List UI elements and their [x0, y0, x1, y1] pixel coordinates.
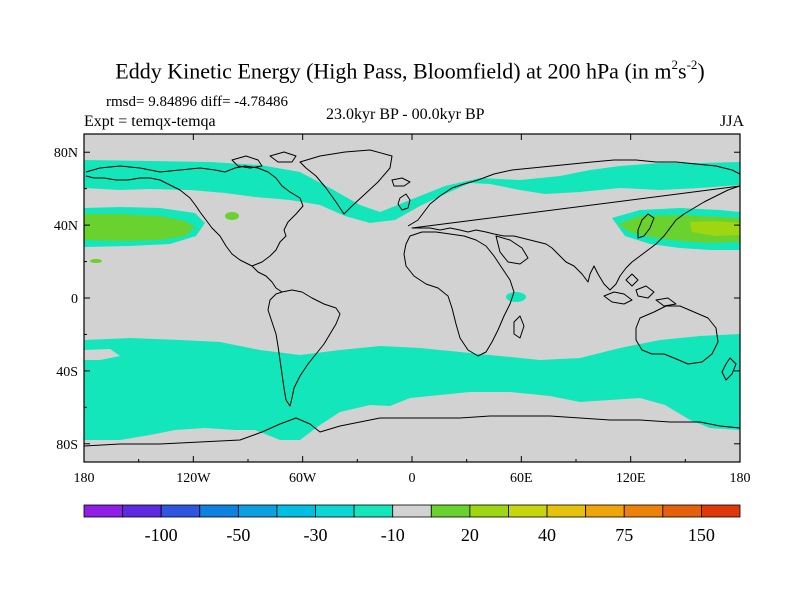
y-tick-label: 80N [54, 146, 78, 161]
colorbar-box [160, 504, 201, 518]
title-text: Eddy Kinetic Energy (High Pass, Bloomfie… [115, 58, 672, 84]
coastline-arctic-islands [231, 151, 297, 169]
coastline-japan [637, 213, 655, 239]
coastline-south-america [267, 289, 341, 407]
coastline-central-america [251, 265, 283, 293]
coastline-australia [635, 305, 719, 365]
map-field [84, 134, 740, 462]
colorbar-box [662, 504, 702, 518]
coastline-north-america [85, 165, 304, 267]
x-axis: 180 120W 60W 0 60E 120E 180 [74, 134, 751, 486]
x-tick-label: 180 [730, 471, 751, 486]
contour-spot-africa [506, 292, 526, 302]
colorbar-label: 75 [615, 525, 633, 545]
contour-north-band [84, 160, 740, 223]
colorbar-label: 150 [688, 525, 715, 545]
x-tick-label: 60W [289, 471, 317, 486]
figure-title: Eddy Kinetic Energy (High Pass, Bloomfie… [0, 57, 800, 84]
y-tick-label: 0 [71, 292, 78, 307]
colorbar-box [199, 504, 239, 518]
contour-south-gap-3 [84, 349, 120, 360]
contour-south-band [84, 334, 740, 440]
stats-label: rmsd= 9.84896 diff= -4.78486 [106, 94, 289, 110]
colorbar-box [237, 504, 278, 518]
colorbar-label: -10 [381, 525, 405, 545]
colorbar-box [585, 504, 625, 518]
coastline-eurasia [407, 159, 740, 291]
colorbar-label: 40 [538, 525, 556, 545]
x-tick-label: 0 [409, 471, 416, 486]
period-label: 23.0kyr BP - 00.0kyr BP [326, 106, 485, 123]
colorbar-box [701, 504, 741, 518]
colorbar-label: -100 [145, 525, 178, 545]
season-label: JJA [719, 113, 744, 130]
colorbar-box [508, 504, 548, 518]
contour-spot-pacific [90, 259, 102, 263]
contour-jet-east-yellow [690, 221, 740, 236]
coastline-greenland [299, 149, 393, 215]
colorbar-label: -30 [304, 525, 328, 545]
colorbar-box [392, 504, 432, 518]
y-axis: 80N 40N 0 40S 80S [54, 146, 740, 453]
contour-spot-atlantic [225, 212, 239, 220]
title-sup-2: -2 [686, 57, 698, 72]
coastline-new-zealand [721, 357, 737, 381]
colorbar-label: -50 [226, 525, 250, 545]
colorbar-box [623, 504, 664, 518]
coastline-britain [397, 193, 411, 211]
contour-jet-west-green [84, 214, 195, 241]
x-tick-label: 60E [510, 471, 533, 486]
x-tick-label: 180 [74, 471, 95, 486]
x-tick-label: 120W [176, 471, 211, 486]
coastline-madagascar [513, 315, 525, 339]
colorbar-box [83, 504, 123, 518]
colorbar-box [353, 504, 394, 518]
coastline-indonesia [603, 273, 677, 307]
y-tick-label: 40N [54, 219, 78, 234]
colorbar-box [315, 504, 355, 518]
coastline-antarctica [84, 415, 740, 447]
colorbar-box [122, 504, 162, 518]
y-tick-label: 40S [56, 365, 78, 380]
x-tick-label: 120E [616, 471, 646, 486]
y-tick-label: 80S [56, 438, 78, 453]
coastline-africa [403, 231, 515, 357]
colorbar-box [276, 504, 316, 518]
colorbar-box [546, 504, 587, 518]
colorbar: -100 -50 -30 -10 20 40 75 150 [83, 504, 741, 545]
coastlines [84, 149, 740, 447]
title-s: s [678, 58, 687, 84]
coastline-arabia [495, 235, 529, 265]
colorbar-label: 20 [461, 525, 479, 545]
title-sup-1: 2 [671, 57, 679, 72]
colorbar-box [430, 504, 471, 518]
experiment-label: Expt = temqx-temqa [84, 113, 216, 130]
colorbar-box [469, 504, 509, 518]
coastline-iceland [391, 177, 411, 187]
title-close: ) [697, 58, 705, 84]
